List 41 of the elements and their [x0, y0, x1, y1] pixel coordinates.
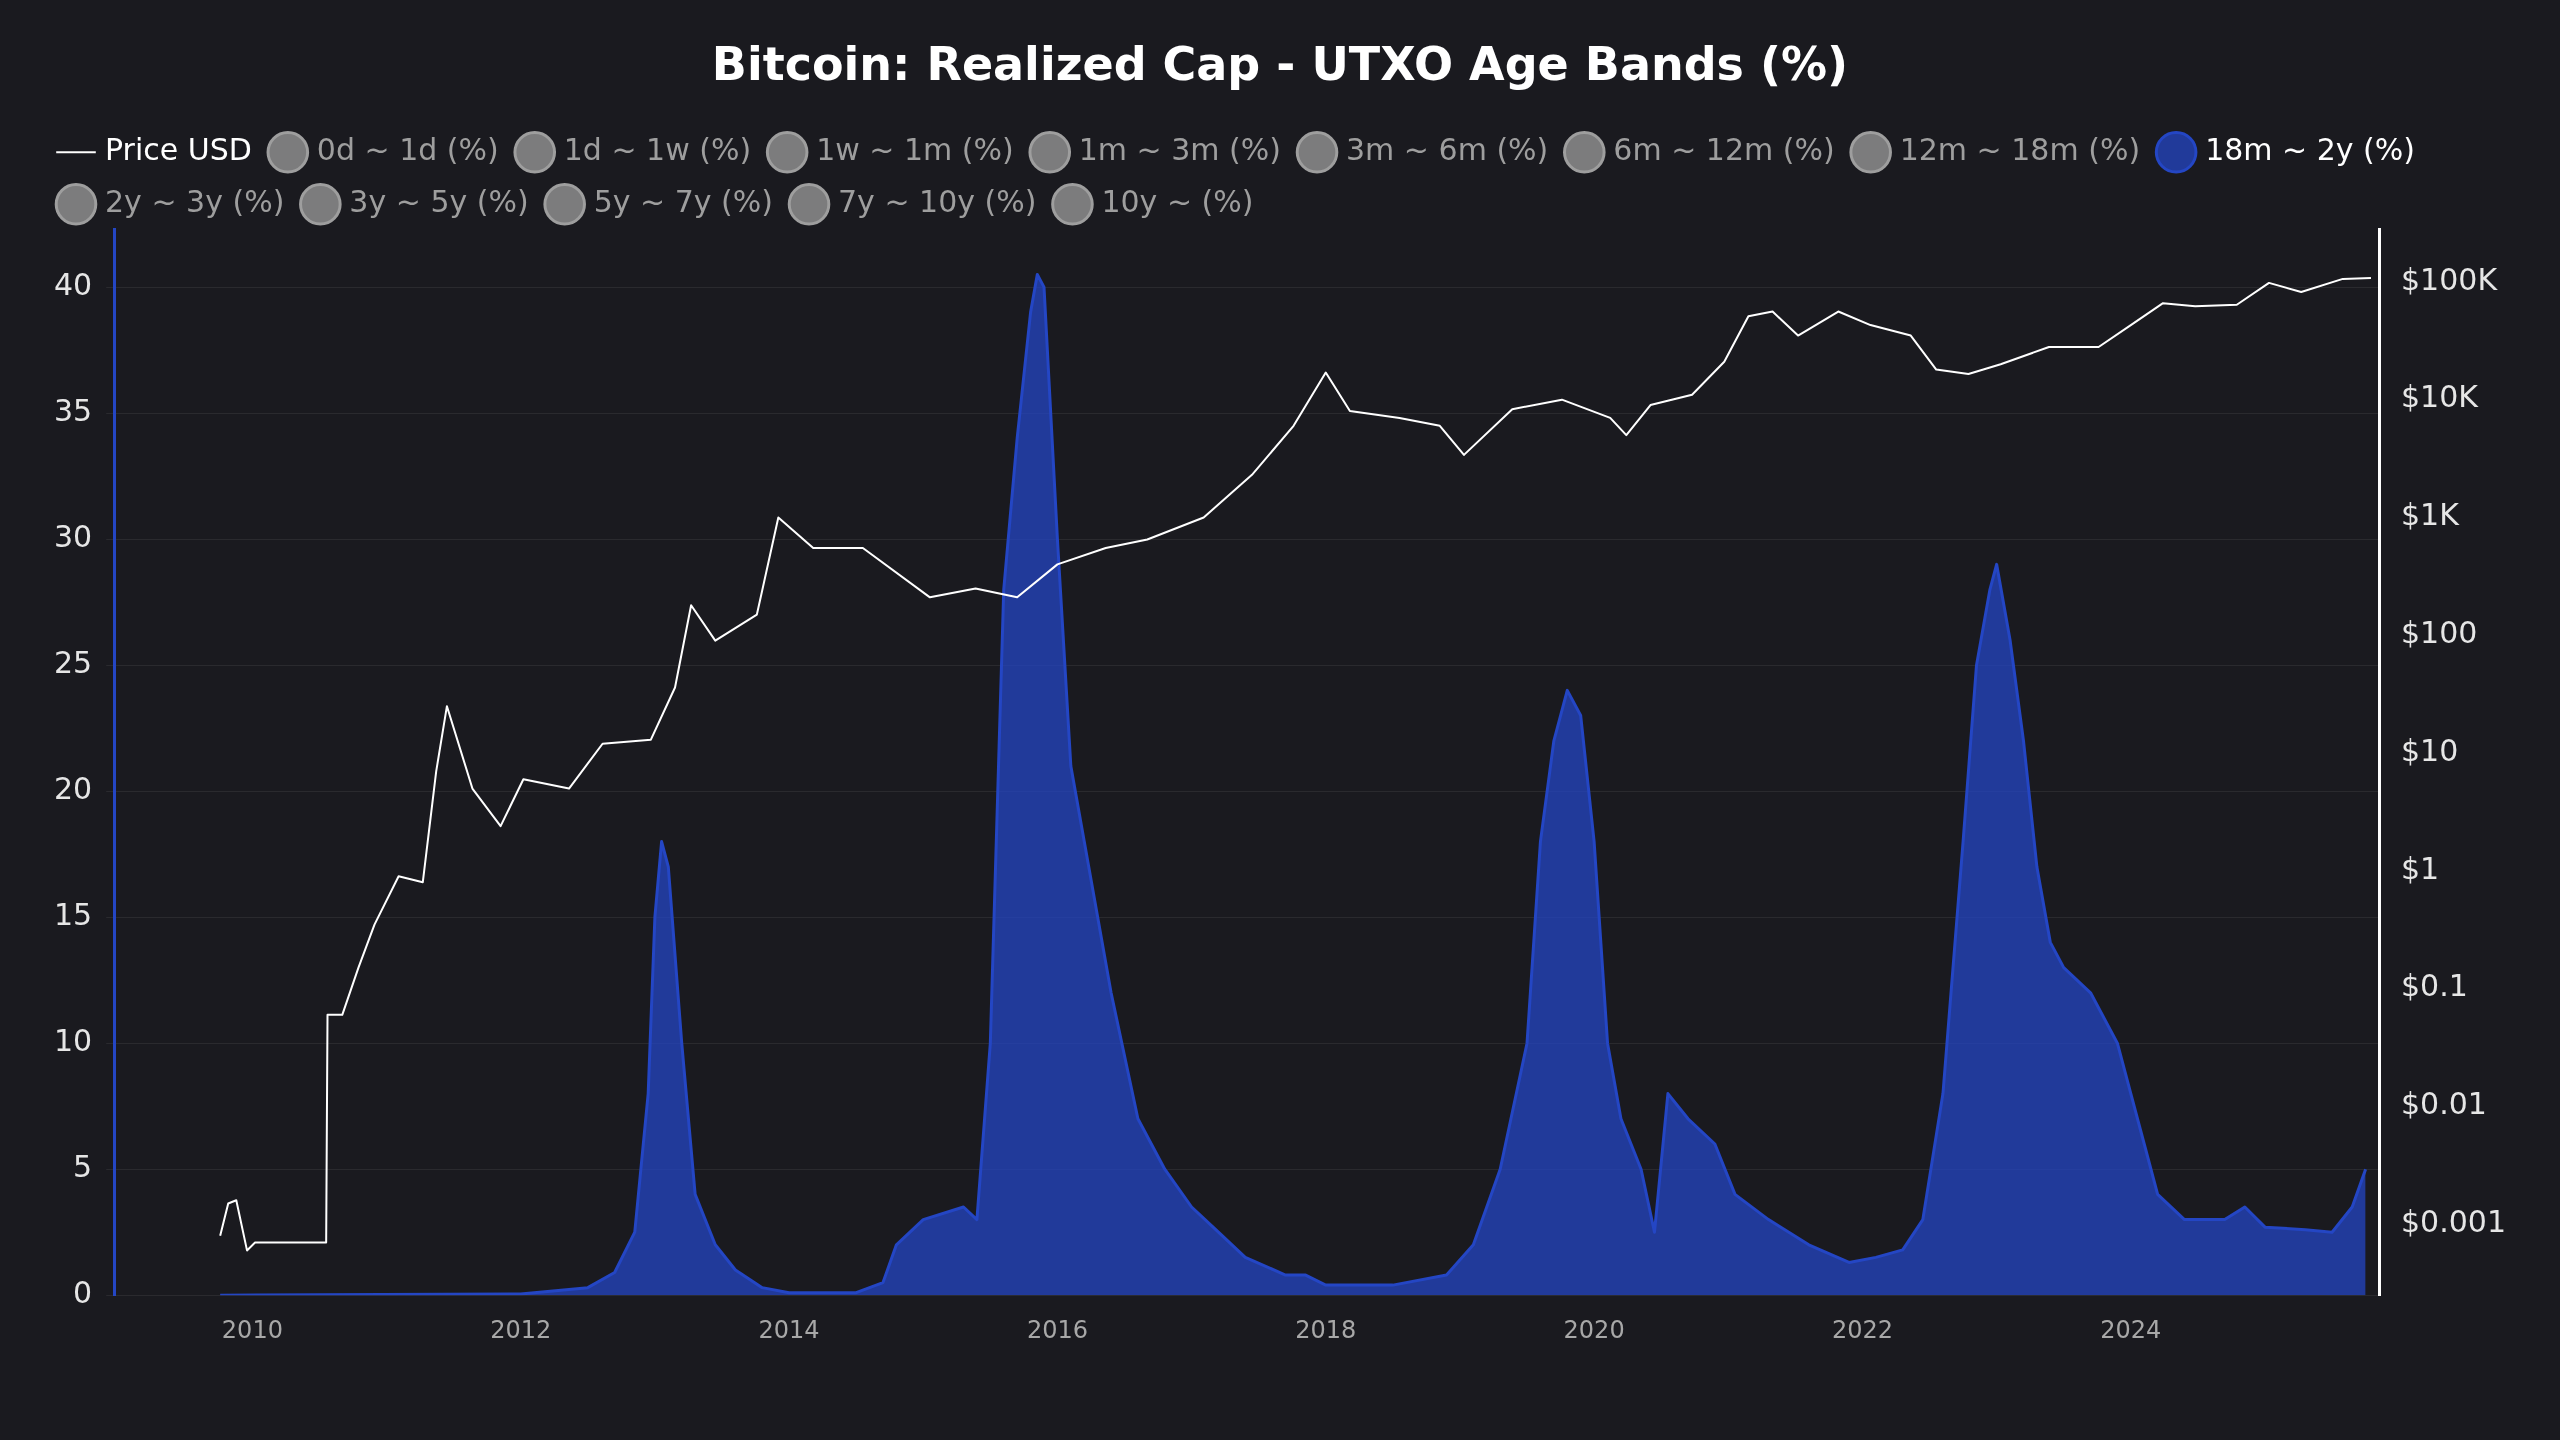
legend-label: 1w ~ 1m (%) [816, 132, 1014, 167]
y-tick-label: 10 [53, 1022, 93, 1058]
y2-tick-label: $1 [2401, 850, 2440, 886]
y2-tick-label: $100K [2401, 261, 2499, 297]
x-tick-label: 2020 [1563, 1315, 1625, 1344]
y2-tick-label: $100 [2401, 615, 2478, 651]
legend-label: 5y ~ 7y (%) [593, 184, 774, 219]
legend-label: 18m ~ 2y (%) [2205, 132, 2416, 167]
y2-tick-label: $0.1 [2401, 968, 2468, 1004]
x-tick-label: 2018 [1295, 1315, 1357, 1344]
legend-label: 6m ~ 12m (%) [1613, 132, 1835, 167]
legend-label: 1m ~ 3m (%) [1078, 132, 1282, 167]
y-tick-label: 35 [53, 392, 93, 428]
y2-tick-label: $10 [2401, 732, 2459, 768]
y-tick-label: 40 [53, 266, 93, 302]
legend-label: 0d ~ 1d (%) [316, 132, 499, 167]
y-tick-label: 20 [53, 770, 93, 806]
x-tick-label: 2024 [2100, 1315, 2162, 1344]
legend-label: Price USD [105, 132, 252, 167]
x-tick-label: 2014 [758, 1315, 820, 1344]
y2-tick-label: $0.001 [2401, 1204, 2507, 1240]
x-tick-label: 2016 [1026, 1315, 1088, 1344]
legend-label: 1d ~ 1w (%) [563, 132, 752, 167]
y2-tick-label: $0.01 [2401, 1086, 2487, 1122]
x-tick-label: 2012 [490, 1315, 552, 1344]
y-tick-label: 5 [73, 1148, 93, 1184]
x-tick-label: 2022 [1831, 1315, 1893, 1344]
legend-label: 3m ~ 6m (%) [1346, 132, 1549, 167]
y-tick-label: 30 [53, 518, 93, 554]
legend-label: 3y ~ 5y (%) [349, 184, 529, 219]
chart-title: Bitcoin: Realized Cap - UTXO Age Bands (%) [711, 36, 1849, 91]
y2-tick-label: $1K [2401, 497, 2461, 533]
legend-label: 10y ~ (%) [1101, 184, 1254, 219]
legend-label: 2y ~ 3y (%) [105, 184, 285, 219]
y2-tick-label: $10K [2401, 379, 2480, 415]
y-tick-label: 15 [53, 896, 93, 932]
y-tick-label: 25 [53, 644, 93, 680]
legend-label: 7y ~ 10y (%) [838, 184, 1037, 219]
y-tick-label: 0 [73, 1275, 93, 1310]
x-tick-label: 2010 [221, 1315, 283, 1344]
legend-label: 12m ~ 18m (%) [1899, 132, 2141, 167]
